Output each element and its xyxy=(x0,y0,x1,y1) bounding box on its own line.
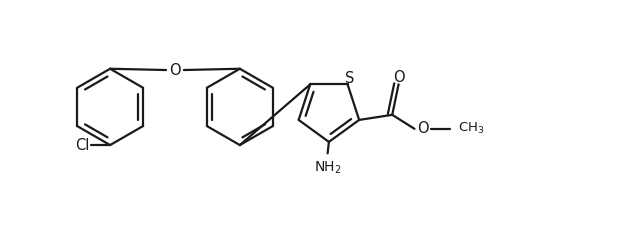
Text: Cl: Cl xyxy=(76,138,90,153)
Text: S: S xyxy=(346,70,355,85)
Text: O: O xyxy=(169,63,180,78)
Text: O: O xyxy=(417,121,429,136)
Text: NH$_2$: NH$_2$ xyxy=(314,160,342,176)
Text: CH$_3$: CH$_3$ xyxy=(458,121,485,136)
Text: O: O xyxy=(393,70,404,85)
